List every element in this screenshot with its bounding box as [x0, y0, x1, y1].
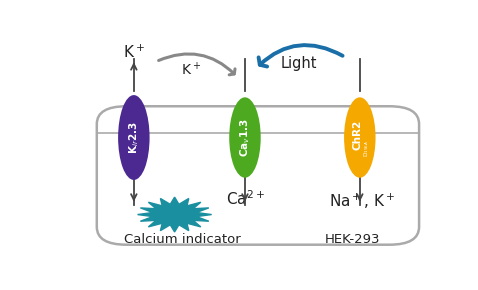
Text: K$^+$: K$^+$ [123, 44, 145, 61]
Text: Na$^+$, K$^+$: Na$^+$, K$^+$ [328, 191, 395, 211]
Text: D$_{156A}$: D$_{156A}$ [362, 140, 371, 157]
Text: Ca$^{2+}$: Ca$^{2+}$ [226, 190, 264, 208]
Ellipse shape [229, 97, 261, 178]
Text: Light: Light [281, 56, 317, 71]
Text: Ca$_v$1.3: Ca$_v$1.3 [238, 118, 252, 157]
Text: K$^+$: K$^+$ [181, 61, 201, 78]
Text: ChR2: ChR2 [353, 120, 363, 151]
Polygon shape [138, 197, 212, 232]
FancyArrowPatch shape [259, 45, 343, 66]
Ellipse shape [344, 97, 376, 178]
Ellipse shape [118, 95, 150, 180]
Text: K$_{ir}$2.3: K$_{ir}$2.3 [127, 121, 141, 154]
FancyArrowPatch shape [159, 54, 235, 75]
Text: HEK-293: HEK-293 [325, 233, 380, 246]
FancyBboxPatch shape [97, 106, 419, 245]
Text: Calcium indicator: Calcium indicator [124, 233, 240, 246]
